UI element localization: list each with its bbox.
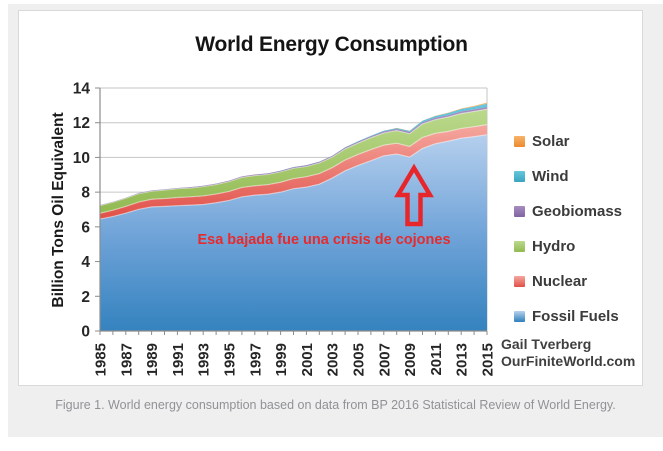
- screenshot-panel: 0 2 4 6 8 10 12 14 1985 1987 1989 1991 1993 1995 1997 1…: [8, 4, 663, 437]
- legend-label: Nuclear: [532, 273, 588, 290]
- y-tick-label: 14: [73, 81, 91, 98]
- band-edge-highlight: [99, 134, 488, 220]
- legend-item-solar: Solar: [514, 124, 642, 159]
- area-hydro: [100, 109, 487, 214]
- area-geobiomass: [100, 106, 487, 206]
- legend-swatch-hydro: [514, 241, 525, 252]
- chart-legend: Solar Wind Geobiomass Hydro Nuclear Fossil Fu…: [514, 124, 642, 334]
- legend-label: Wind: [532, 168, 569, 185]
- area-solar: [100, 102, 487, 205]
- attribution-site: OurFiniteWorld.com: [501, 353, 636, 369]
- chart-title: World Energy Consumption: [195, 33, 468, 56]
- legend-swatch-wind: [514, 171, 525, 182]
- y-tick-label: 2: [81, 289, 90, 306]
- x-tick-label: 1991: [170, 343, 187, 376]
- y-tick-label: 6: [81, 219, 90, 236]
- legend-swatch-solar: [514, 136, 525, 147]
- x-tick-label: 1987: [118, 343, 135, 376]
- y-tick-label: 0: [81, 324, 90, 341]
- y-tick-label: 4: [81, 254, 90, 271]
- area-nuclear: [100, 124, 487, 220]
- x-tick-label: 2013: [454, 343, 471, 376]
- y-tick-label: 12: [73, 115, 90, 132]
- x-tick-label: 2007: [376, 343, 393, 376]
- legend-swatch-nuclear: [514, 276, 525, 287]
- x-tick-label: 1993: [196, 343, 213, 376]
- figure-caption: Figure 1. World energy consumption based…: [55, 398, 616, 412]
- legend-item-nuclear: Nuclear: [514, 264, 642, 299]
- band-edge-highlight: [99, 124, 488, 214]
- up-arrow-annotation: [394, 163, 434, 227]
- annotation-text: Esa bajada fue una crisis de cojones: [197, 232, 451, 248]
- band-edge-highlight: [99, 108, 488, 207]
- x-tick-label: 1999: [273, 343, 290, 376]
- y-axis-title: Billion Tons Oil Equivalent: [50, 112, 67, 307]
- legend-item-geobiomass: Geobiomass: [514, 194, 642, 229]
- energy-consumption-chart: 0 2 4 6 8 10 12 14 1985 1987 1989 1991 1993 1995 1997 1…: [50, 81, 497, 377]
- x-tick-label: 2011: [428, 343, 445, 376]
- x-tick-label: 2009: [402, 343, 419, 376]
- x-tick-label: 2003: [325, 343, 342, 376]
- x-tick-label: 2001: [299, 343, 316, 376]
- x-tick-label: 1997: [247, 343, 264, 376]
- legend-item-hydro: Hydro: [514, 229, 642, 264]
- legend-label: Solar: [532, 133, 570, 150]
- legend-item-fossil-fuels: Fossil Fuels: [514, 299, 642, 334]
- x-tick-label: 1989: [144, 343, 161, 376]
- area-fossil-fuels: [100, 134, 487, 331]
- legend-label: Hydro: [532, 238, 576, 255]
- x-tick-label: 2005: [351, 343, 368, 376]
- legend-swatch-fossil-fuels: [514, 311, 525, 322]
- legend-label: Geobiomass: [532, 203, 623, 220]
- attribution: Gail Tverberg OurFiniteWorld.com: [501, 336, 644, 370]
- x-tick-label: 1995: [222, 343, 239, 376]
- x-tick-label: 1985: [93, 343, 110, 376]
- attribution-author: Gail Tverberg: [501, 336, 592, 352]
- area-wind: [100, 103, 487, 205]
- legend-label: Fossil Fuels: [532, 308, 619, 325]
- y-tick-label: 10: [73, 150, 90, 167]
- legend-swatch-geobiomass: [514, 206, 525, 217]
- figure-box: 0 2 4 6 8 10 12 14 1985 1987 1989 1991 1993 1995 1997 1…: [18, 10, 643, 386]
- y-tick-label: 8: [81, 185, 90, 202]
- x-tick-label: 2015: [480, 343, 497, 376]
- legend-item-wind: Wind: [514, 159, 642, 194]
